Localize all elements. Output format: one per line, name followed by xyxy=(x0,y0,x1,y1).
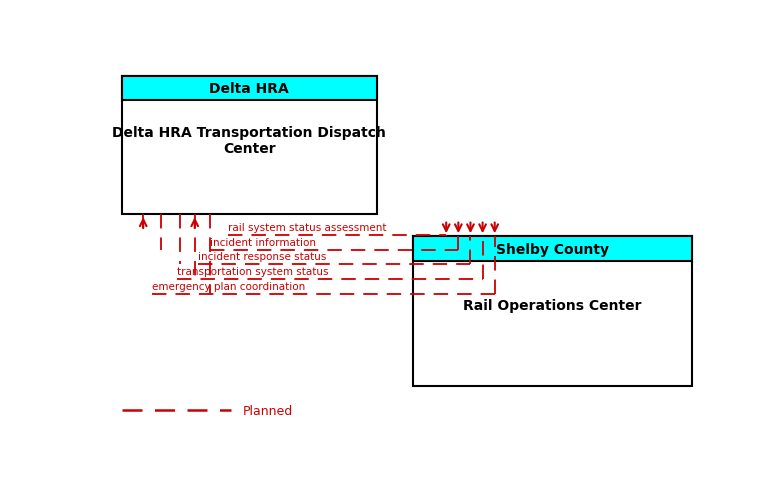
Text: Rail Operations Center: Rail Operations Center xyxy=(463,298,641,312)
Text: Delta HRA Transportation Dispatch
Center: Delta HRA Transportation Dispatch Center xyxy=(113,126,386,156)
Bar xyxy=(122,77,377,101)
Text: Shelby County: Shelby County xyxy=(496,242,609,256)
Bar xyxy=(413,237,692,261)
Text: transportation system status: transportation system status xyxy=(177,267,328,277)
Text: Delta HRA: Delta HRA xyxy=(210,82,289,96)
Text: incident information: incident information xyxy=(210,237,316,247)
Text: emergency plan coordination: emergency plan coordination xyxy=(152,282,306,292)
Text: rail system status assessment: rail system status assessment xyxy=(228,222,386,232)
Text: Planned: Planned xyxy=(243,404,293,417)
Text: incident response status: incident response status xyxy=(198,252,326,262)
Bar xyxy=(413,237,692,386)
Bar xyxy=(122,77,377,214)
